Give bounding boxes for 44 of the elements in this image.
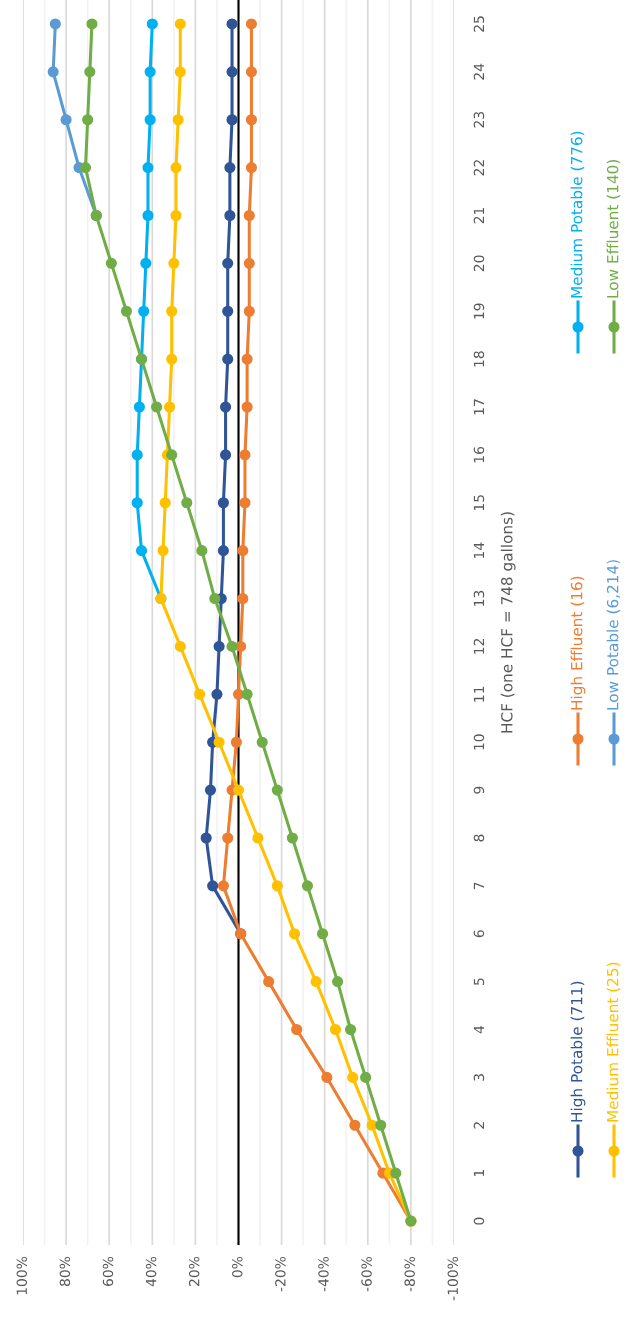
y-tick-label: 12 bbox=[473, 639, 484, 654]
y-tick-label: 11 bbox=[473, 686, 484, 702]
x-tick-label: 60% bbox=[102, 1256, 114, 1287]
y-tick-label: 18 bbox=[473, 351, 485, 367]
y-tick-label: 22 bbox=[473, 160, 484, 176]
x-tick-label: 0% bbox=[232, 1256, 243, 1278]
text: High Potable (711) bbox=[570, 981, 586, 1122]
y-tick-label: 4 bbox=[473, 1025, 484, 1034]
x-tick-label: -40% bbox=[318, 1256, 329, 1292]
x-tick-label: -80% bbox=[404, 1256, 415, 1292]
y-tick-label: 21 bbox=[473, 207, 484, 224]
y-tick-label: 25 bbox=[473, 16, 485, 32]
y-tick-label: 0 bbox=[473, 1217, 485, 1225]
y-tick-label: 14 bbox=[473, 542, 484, 558]
y-tick-label: 20 bbox=[473, 255, 485, 272]
y-tick-label: 15 bbox=[473, 495, 485, 511]
y-tick-label: 2 bbox=[473, 1122, 484, 1129]
x-tick-label: -60% bbox=[361, 1256, 372, 1292]
x-tick-label: 100% bbox=[16, 1256, 28, 1295]
x-tick-label: 40% bbox=[145, 1256, 157, 1287]
text: Medium Potable (776) bbox=[570, 131, 585, 298]
text: Low Potable (6,214) bbox=[606, 560, 621, 710]
text: High Effluent (16) bbox=[570, 576, 586, 710]
y-tick-label: 5 bbox=[473, 978, 485, 985]
y-tick-label: 24 bbox=[473, 63, 484, 80]
x-tick-label: 20% bbox=[188, 1256, 200, 1286]
y-tick-label: 17 bbox=[473, 399, 484, 415]
x-tick-label: 80% bbox=[59, 1256, 71, 1287]
x-tick-label: -20% bbox=[275, 1256, 286, 1292]
y-tick-label: 19 bbox=[473, 303, 485, 319]
y-tick-label: 23 bbox=[473, 111, 485, 128]
y-tick-label: 7 bbox=[473, 882, 484, 890]
y-tick-label: 8 bbox=[473, 834, 485, 842]
y-tick-label: 6 bbox=[473, 930, 485, 938]
y-tick-label: 13 bbox=[473, 590, 485, 606]
text: Medium Effluent (25) bbox=[606, 962, 621, 1122]
y-tick-label: 10 bbox=[473, 734, 485, 750]
y-tick-label: 1 bbox=[473, 1170, 484, 1177]
x-tick-label: -100% bbox=[447, 1256, 459, 1301]
text: Low Effluent (140) bbox=[606, 160, 621, 298]
y-tick-label: 3 bbox=[473, 1074, 485, 1081]
y-tick-label: 16 bbox=[473, 446, 485, 463]
y-axis-title: HCF (one HCF = 748 gallons) bbox=[500, 512, 516, 733]
y-tick-label: 9 bbox=[473, 786, 485, 794]
